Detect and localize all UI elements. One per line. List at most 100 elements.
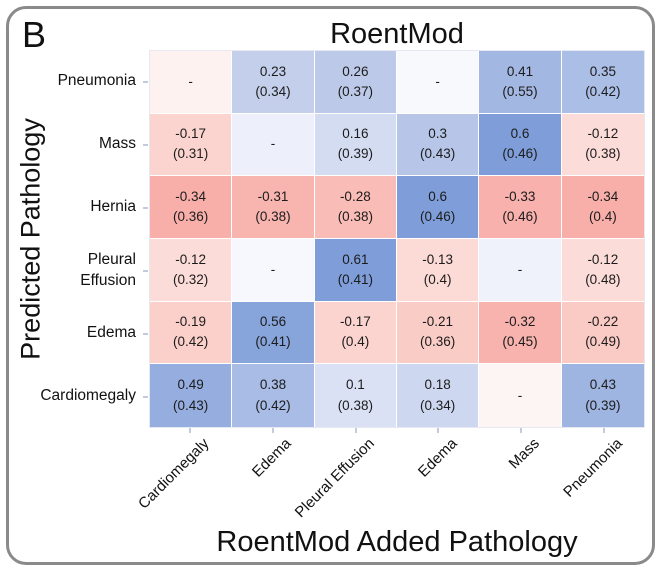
cell-value: 0.23 [259, 63, 287, 79]
heatmap-cell: -0.21 (0.36) [397, 301, 480, 365]
cell-std: (0.39) [337, 146, 373, 162]
chart-title: RoentMod [330, 18, 464, 50]
heatmap-cell: 0.35 (0.42) [561, 51, 644, 114]
cell-value: - [188, 73, 193, 89]
heatmap-cell: 0.49 (0.43) [150, 364, 233, 427]
heatmap-grid: - 0.23 (0.34) 0.26 (0.37) - 0.41 (0.55) 0.35 (0.4… [149, 50, 645, 428]
heatmap-cell: -0.17 (0.31) [150, 113, 233, 177]
y-axis-tick [143, 332, 148, 335]
cell-std: (0.49) [585, 334, 621, 350]
heatmap-cell: -0.31 (0.38) [232, 176, 315, 239]
heatmap-cell: 0.6 (0.46) [479, 113, 562, 177]
row-labels: Pneumonia Mass Hernia Pleural Effusion Edema… [0, 50, 143, 428]
x-axis-tick [602, 428, 605, 433]
heatmap-cell: - [397, 51, 480, 114]
cell-std: (0.4) [588, 209, 617, 225]
cell-std: (0.43) [173, 397, 209, 413]
cell-value: 0.6 [510, 126, 530, 142]
x-axis-tick [189, 428, 192, 433]
y-axis-tick [143, 80, 148, 83]
heatmap-cell: 0.3 (0.43) [397, 113, 480, 177]
cell-value: 0.56 [259, 314, 287, 330]
heatmap-cell: -0.34 (0.36) [150, 176, 233, 239]
cell-value: -0.28 [339, 188, 371, 204]
x-axis-tick [520, 428, 522, 433]
heatmap-cell: - [479, 364, 562, 427]
heatmap-cell: -0.12 (0.32) [150, 239, 233, 302]
cell-value: 0.35 [589, 63, 616, 79]
heatmap-cell: -0.13 (0.4) [397, 239, 480, 302]
cell-value: -0.33 [504, 188, 536, 204]
cell-value: 0.16 [342, 126, 369, 142]
row-label: Edema [86, 324, 136, 342]
cell-std: (0.46) [502, 209, 538, 225]
cell-value: 0.38 [259, 377, 287, 393]
heatmap-cell: - [479, 239, 562, 302]
y-axis-tick [143, 206, 148, 209]
heatmap-cell: - [232, 113, 315, 177]
cell-value: -0.12 [587, 126, 619, 142]
cell-std: (0.43) [420, 146, 456, 162]
cell-std: (0.34) [255, 83, 291, 99]
heatmap-cell: 0.1 (0.38) [314, 364, 397, 427]
heatmap-cell: 0.26 (0.37) [314, 51, 397, 114]
cell-std: (0.45) [502, 334, 538, 350]
heatmap-cell: 0.23 (0.34) [232, 51, 315, 114]
heatmap-cell: 0.56 (0.41) [232, 301, 315, 365]
cell-value: 0.41 [506, 63, 534, 79]
cell-value: -0.34 [175, 188, 207, 204]
heatmap-cell: 0.61 (0.41) [314, 239, 397, 302]
cell-std: (0.41) [255, 334, 291, 350]
cell-value: -0.34 [587, 188, 619, 204]
row-label: Mass [98, 135, 136, 153]
cell-std: (0.31) [173, 146, 209, 162]
cell-std: (0.37) [337, 83, 373, 99]
heatmap-cell: 0.38 (0.42) [232, 364, 315, 427]
row-label: Cardiomegaly [40, 387, 136, 405]
cell-std: (0.39) [585, 397, 621, 413]
cell-std: (0.4) [423, 271, 452, 287]
y-axis-tick [143, 269, 148, 272]
heatmap-cell: -0.34 (0.4) [561, 176, 644, 239]
x-axis-label: RoentMod Added Pathology [216, 526, 578, 558]
cell-value: -0.31 [257, 188, 289, 204]
x-axis-tick [354, 428, 357, 433]
cell-std: (0.41) [337, 271, 373, 287]
cell-value: -0.19 [175, 314, 207, 330]
heatmap-cell: 0.16 (0.39) [314, 113, 397, 177]
cell-value: -0.17 [339, 314, 371, 330]
cell-value: 0.1 [345, 377, 365, 393]
cell-value: - [517, 261, 523, 277]
heatmap-cell: 0.41 (0.55) [479, 51, 562, 114]
cell-std: (0.38) [585, 146, 621, 162]
cell-value: 0.49 [177, 377, 204, 393]
heatmap-cell: -0.28 (0.38) [314, 176, 397, 239]
heatmap-cell: 0.43 (0.39) [561, 364, 644, 427]
cell-std: (0.48) [585, 271, 621, 287]
panel-border [6, 6, 655, 565]
cell-value: - [270, 136, 276, 152]
heatmap-cell: -0.22 (0.49) [561, 301, 644, 365]
cell-std: (0.36) [173, 209, 209, 225]
cell-value: 0.18 [424, 377, 451, 393]
cell-value: -0.22 [587, 314, 619, 330]
heatmap-cell: -0.33 (0.46) [479, 176, 562, 239]
cell-value: -0.21 [422, 314, 454, 330]
cell-value: 0.3 [428, 126, 448, 142]
cell-value: -0.12 [175, 251, 207, 267]
cell-value: 0.6 [428, 188, 448, 204]
x-axis-tick [272, 428, 274, 433]
panel-label: B [22, 14, 47, 55]
heatmap-cell: - [232, 239, 315, 302]
y-axis-tick [143, 143, 148, 146]
heatmap-cell: -0.12 (0.38) [561, 113, 644, 177]
heatmap-cell: 0.6 (0.46) [397, 176, 480, 239]
row-label: Hernia [90, 198, 136, 216]
cell-std: (0.36) [420, 334, 456, 350]
cell-value: - [270, 261, 276, 277]
row-label: Pleural Effusion [80, 251, 136, 289]
y-axis-tick [143, 395, 148, 398]
cell-value: 0.43 [589, 377, 616, 393]
cell-value: - [435, 73, 440, 89]
